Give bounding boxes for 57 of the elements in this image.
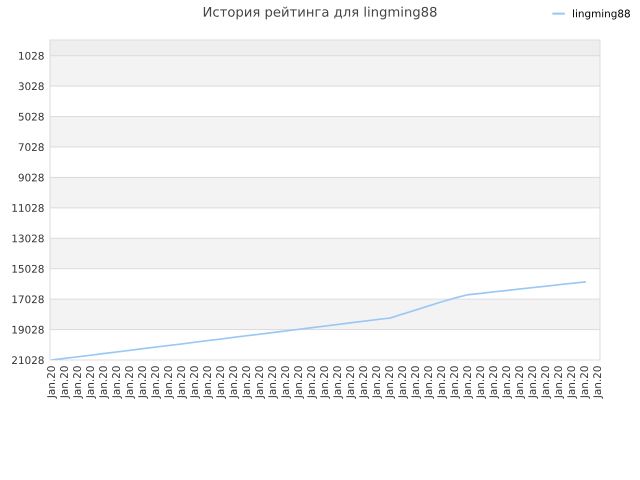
x-tick-label: Jan.20 bbox=[60, 366, 70, 399]
x-tick-label: Jan.20 bbox=[294, 366, 304, 399]
x-tick-label: Jan.20 bbox=[463, 366, 473, 399]
x-tick-label: Jan.20 bbox=[437, 366, 447, 399]
x-tick-label: Jan.20 bbox=[203, 366, 213, 399]
y-tick-label: 21028 bbox=[12, 356, 44, 364]
x-tick-label: Jan.20 bbox=[372, 366, 382, 399]
y-tick-label: 13028 bbox=[12, 234, 44, 242]
x-tick-label: Jan.20 bbox=[268, 366, 278, 399]
y-tick-label: 15028 bbox=[12, 264, 44, 273]
x-tick-label: Jan.20 bbox=[359, 366, 369, 399]
x-tick-label: Jan.20 bbox=[476, 366, 486, 399]
y-tick-label: 9028 bbox=[18, 174, 44, 182]
x-tick-label: Jan.20 bbox=[307, 366, 317, 399]
x-tick-label: Jan.20 bbox=[385, 366, 395, 399]
y-tick-label: 5028 bbox=[18, 112, 44, 121]
y-tick-label: 11028 bbox=[12, 204, 44, 212]
x-tick-label: Jan.20 bbox=[99, 366, 109, 399]
x-tick-label: Jan.20 bbox=[320, 366, 330, 399]
x-tick-label: Jan.20 bbox=[281, 366, 291, 399]
x-tick-label: Jan.20 bbox=[567, 366, 578, 399]
x-tick-label: Jan.20 bbox=[112, 366, 122, 399]
x-tick-label: Jan.20 bbox=[424, 366, 434, 399]
x-tick-label: Jan.20 bbox=[450, 366, 460, 399]
x-tick-label: Jan.20 bbox=[580, 366, 590, 399]
x-tick-label: Jan.20 bbox=[190, 366, 200, 399]
x-tick-label: Jan.20 bbox=[125, 366, 135, 399]
x-tick-label: Jan.20 bbox=[502, 366, 512, 399]
y-tick-label: 17028 bbox=[12, 295, 44, 304]
y-tick-label: 3028 bbox=[18, 82, 44, 90]
legend-label: lingming88 bbox=[573, 9, 630, 20]
x-tick-label: Jan.20 bbox=[86, 366, 96, 399]
x-tick-label: Jan.20 bbox=[554, 366, 564, 399]
x-tick-label: Jan.20 bbox=[164, 366, 174, 399]
x-tick-label: Jan.20 bbox=[73, 366, 83, 399]
x-tick-label: Jan.20 bbox=[229, 366, 239, 399]
line-series bbox=[51, 281, 586, 360]
x-tick-label: Jan.20 bbox=[216, 366, 226, 399]
y-tick-label: 1028 bbox=[19, 52, 44, 60]
x-tick-label: Jan.20 bbox=[411, 366, 421, 399]
x-tick-label: Jan.20 bbox=[489, 366, 499, 399]
x-tick-label: Jan.20 bbox=[255, 366, 265, 399]
y-tick-label: 7028 bbox=[18, 143, 44, 152]
x-tick-label: Jan.20 bbox=[398, 366, 408, 399]
x-tick-label: Jan.20 bbox=[333, 366, 343, 399]
x-tick-label: Jan.20 bbox=[138, 366, 148, 399]
x-tick-label: Jan.20 bbox=[242, 366, 252, 399]
y-tick-label: 19028 bbox=[12, 326, 44, 334]
x-tick-label: Jan.20 bbox=[515, 366, 525, 399]
x-tick-label: Jan.20 bbox=[593, 366, 604, 399]
chart-title: История рейтинга для lingming88 bbox=[204, 6, 437, 20]
x-tick-label: Jan.20 bbox=[528, 366, 538, 399]
x-tick-label: Jan.20 bbox=[346, 366, 356, 399]
x-tick-label: Jan.20 bbox=[541, 366, 551, 399]
x-tick-label: Jan.20 bbox=[177, 366, 187, 399]
x-tick-label: Jan.20 bbox=[151, 366, 161, 399]
x-tick-label: Jan.20 bbox=[47, 366, 57, 399]
